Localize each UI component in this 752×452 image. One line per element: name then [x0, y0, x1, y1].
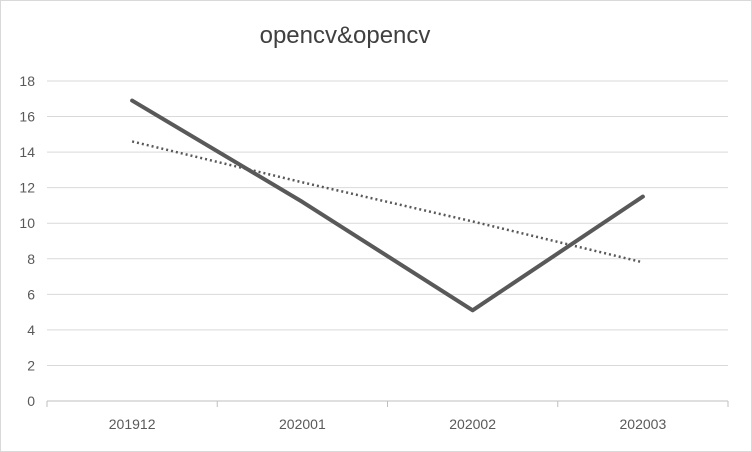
y-tick-label: 14	[19, 144, 35, 160]
y-tick-label: 18	[19, 73, 35, 89]
y-tick-label: 10	[19, 215, 35, 231]
y-tick-label: 12	[19, 180, 35, 196]
y-tick-label: 2	[27, 357, 35, 373]
x-tick-label: 201912	[109, 416, 156, 432]
y-tick-label: 16	[19, 109, 35, 125]
chart-title: opencv&opencv	[259, 22, 431, 49]
x-tick-label: 202002	[449, 416, 496, 432]
trendline	[131, 140, 644, 264]
series-line	[130, 98, 645, 313]
x-tick-label: 202003	[620, 416, 667, 432]
y-tick-label: 8	[27, 251, 35, 267]
y-tick-label: 0	[27, 393, 35, 409]
y-tick-label: 6	[27, 286, 35, 302]
y-tick-label: 4	[27, 322, 35, 338]
x-tick-label: 202001	[279, 416, 326, 432]
